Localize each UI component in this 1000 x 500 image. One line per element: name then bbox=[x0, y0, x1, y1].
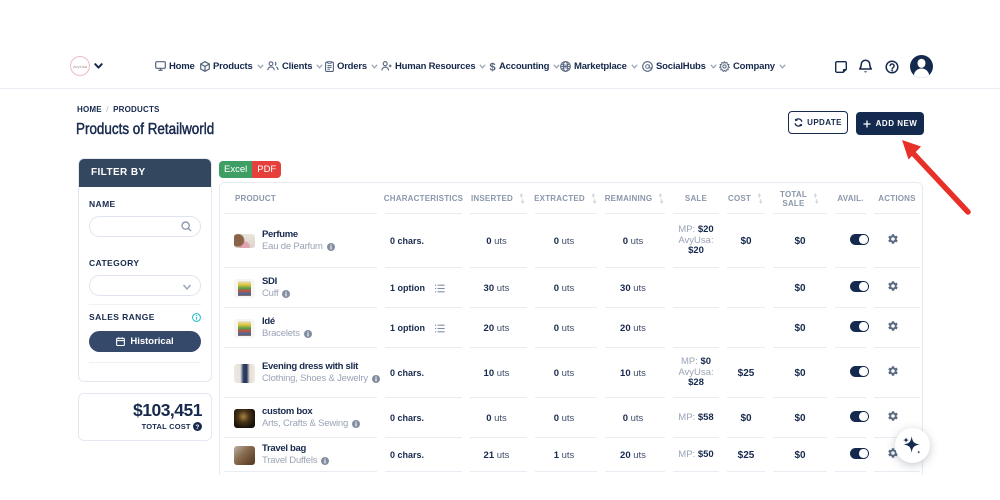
svg-text:?: ? bbox=[195, 424, 199, 431]
svg-text:$: $ bbox=[489, 61, 495, 72]
